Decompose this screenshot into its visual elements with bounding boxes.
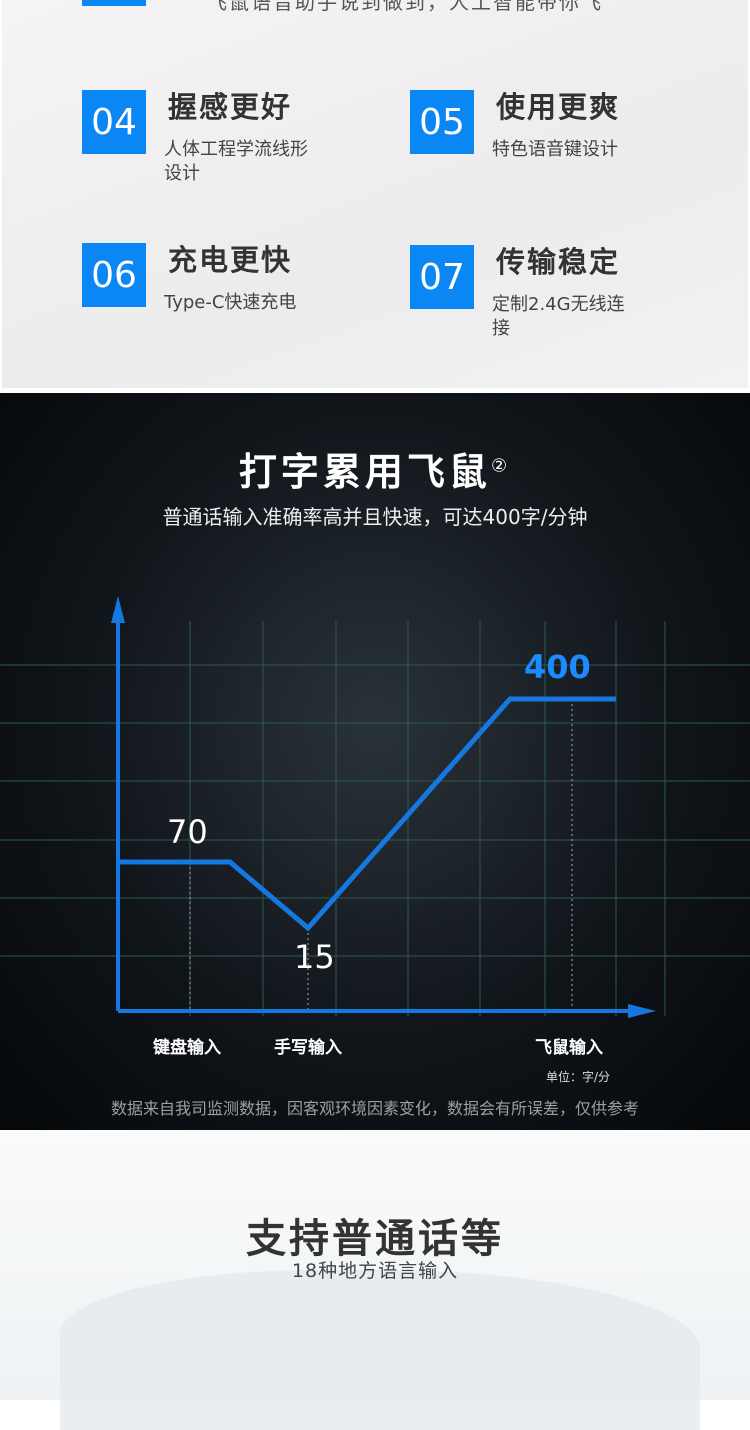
- china-map-image: [60, 1270, 700, 1430]
- feature-number: 06: [82, 243, 146, 307]
- feature-number: 04: [82, 90, 146, 154]
- feature-desc: 定制2.4G无线连接: [492, 294, 625, 339]
- typing-title: 打字累用飞鼠②: [0, 441, 750, 496]
- dialect-subtitle: 18种地方语言输入: [291, 1260, 459, 1282]
- features-section: 飞鼠语音助手说到做到，人工智能带你飞 04 握感更好 人体工程学流线形设计 05…: [0, 0, 750, 388]
- category-label: 手写输入: [274, 1038, 342, 1058]
- category-label: 键盘输入: [153, 1038, 221, 1058]
- unit-label: 单位：字/分: [546, 1070, 611, 1084]
- feature-desc: Type-C快速充电: [164, 292, 297, 313]
- data-disclaimer: 数据来自我司监测数据，因客观环境因素变化，数据会有所误差，仅供参考: [110, 1099, 639, 1118]
- feature-number: 07: [410, 245, 474, 309]
- category-label: 飞鼠输入: [535, 1038, 603, 1058]
- value-label: 15: [294, 938, 335, 976]
- feature-top-text: 飞鼠语音助手说到做到，人工智能带你飞: [207, 0, 603, 14]
- feature-number: 05: [410, 90, 474, 154]
- feature-title: 传输稳定: [496, 245, 621, 279]
- typing-section: 打字累用飞鼠② 普通话输入准确率高并且快速，可达400字/分钟 键盘输入 手写输…: [0, 393, 750, 1130]
- feature-title: 握感更好: [168, 90, 293, 124]
- feature-desc: 人体工程学流线形设计: [164, 139, 308, 184]
- typing-chart: [0, 596, 750, 1018]
- value-label: 70: [167, 813, 208, 851]
- y-axis-arrow: [111, 596, 125, 623]
- x-axis-arrow: [628, 1004, 656, 1018]
- footnote-mark: ②: [490, 455, 512, 477]
- feature-number-box: [82, 0, 146, 6]
- series-line: [118, 696, 616, 932]
- feature-title: 使用更爽: [496, 90, 621, 124]
- feature-desc: 特色语音键设计: [492, 139, 618, 160]
- dialect-section: 支持普通话等 18种地方语言输入: [0, 1130, 750, 1430]
- typing-subtitle: 普通话输入准确率高并且快速，可达400字/分钟: [162, 505, 588, 529]
- typing-title-text: 打字累用飞鼠: [238, 450, 491, 494]
- dialect-title: 支持普通话等: [246, 1216, 504, 1262]
- value-label: 400: [524, 648, 591, 686]
- feature-title: 充电更快: [168, 243, 293, 277]
